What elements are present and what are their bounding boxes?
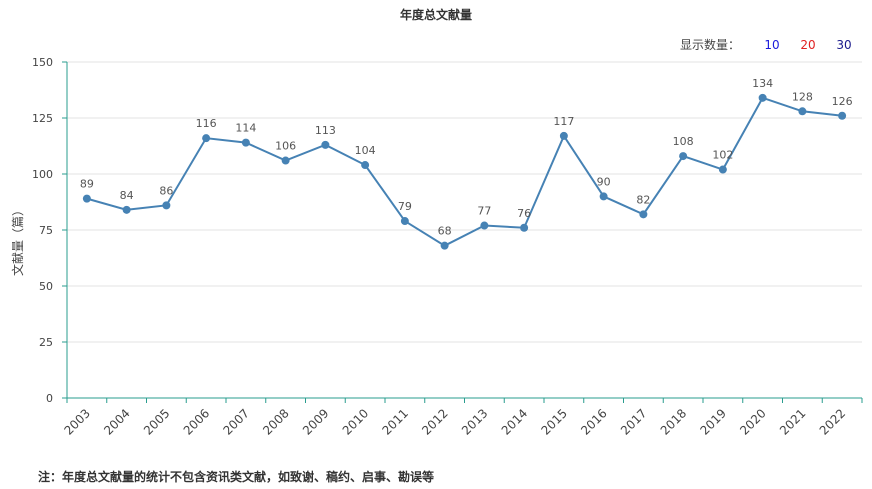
data-point [599,192,608,201]
data-point [440,241,449,250]
data-label: 126 [832,95,853,108]
chart-title: 年度总文献量 [399,8,472,22]
data-point [679,152,688,161]
y-tick-label: 25 [39,336,53,349]
x-tick-label: 2014 [499,406,530,437]
data-label: 82 [636,193,650,206]
data-label: 76 [517,207,531,220]
x-tick-label: 2016 [578,406,609,437]
x-tick-label: 2018 [658,406,689,437]
x-tick-label: 2005 [141,406,172,437]
data-point [639,210,648,219]
x-tick-label: 2015 [538,406,569,437]
data-label: 116 [196,117,217,130]
y-tick-label: 100 [32,168,53,181]
data-point [202,134,211,143]
x-tick-label: 2012 [419,406,450,437]
data-label: 114 [235,122,256,135]
y-tick-label: 0 [46,392,53,405]
display-count-label: 显示数量： [679,38,740,52]
display-count-option-10[interactable]: 10 [764,37,780,52]
data-label: 128 [792,90,813,103]
x-tick-label: 2008 [260,406,291,437]
series-line [86,96,843,247]
footnote: 注：年度总文献量的统计不包含资讯类文献，如致谢、稿约、启事、勘误等 [38,470,435,484]
display-count-option-30[interactable]: 30 [836,37,852,52]
data-point [520,223,529,232]
y-tick-label: 50 [39,280,53,293]
data-point [162,201,171,210]
data-label: 113 [315,124,336,137]
x-tick-label: 2013 [459,406,490,437]
x-tick-label: 2006 [181,406,212,437]
data-point [559,131,568,140]
y-tick-label: 125 [32,112,53,125]
data-label: 79 [398,200,412,213]
data-label: 108 [673,135,694,148]
data-label: 77 [477,205,491,218]
data-label: 106 [275,140,296,153]
x-tick-label: 2010 [340,406,371,437]
data-point [480,221,489,230]
data-label: 90 [597,175,611,188]
x-tick-label: 2003 [61,406,92,437]
data-point [122,205,131,214]
data-label: 102 [712,149,733,162]
x-tick-label: 2017 [618,406,649,437]
x-tick-label: 2022 [817,406,848,437]
display-count-option-20[interactable]: 20 [800,37,816,52]
data-point [758,93,767,102]
x-tick-label: 2019 [697,406,728,437]
y-tick-label: 75 [39,224,53,237]
x-tick-label: 2021 [777,406,808,437]
data-label: 84 [120,189,134,202]
data-point [838,111,847,120]
data-point [281,156,290,165]
data-label: 86 [159,184,173,197]
x-tick-label: 2004 [101,406,132,437]
data-label: 104 [355,144,376,157]
x-tick-label: 2011 [379,406,410,437]
data-label: 134 [752,77,773,90]
y-axis-label: 文献量（篇） [10,204,25,276]
data-point [321,140,330,149]
x-tick-label: 2020 [737,406,768,437]
data-label: 89 [80,178,94,191]
data-label: 117 [553,115,574,128]
x-tick-label: 2007 [220,406,251,437]
display-count-selector: 显示数量： 10 20 30 [680,36,862,53]
x-tick-label: 2009 [300,406,331,437]
data-point [400,217,409,226]
data-point [82,194,91,203]
y-tick-label: 150 [32,56,53,69]
data-point [361,161,370,170]
data-point [798,107,807,116]
data-point [718,165,727,174]
data-point [241,138,250,147]
data-label: 68 [438,225,452,238]
